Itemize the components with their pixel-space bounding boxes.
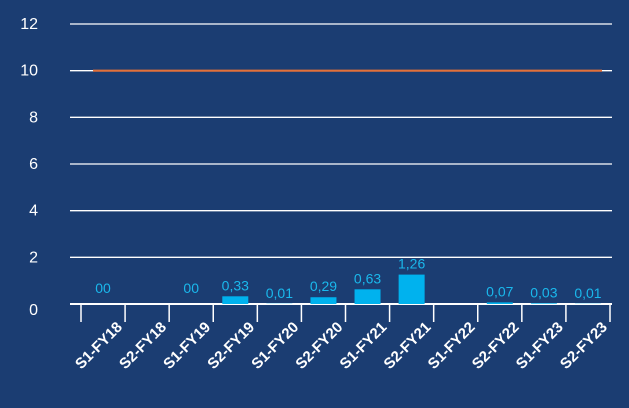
x-tick-label: S2-FY20 xyxy=(292,319,346,373)
data-label: 1,26 xyxy=(398,256,425,272)
data-label: 00 xyxy=(183,280,199,296)
data-label: 0,01 xyxy=(574,285,601,301)
x-tick-label: S2-FY22 xyxy=(469,319,523,373)
bar xyxy=(310,297,337,304)
data-label: 0,07 xyxy=(486,283,513,299)
y-tick-label: 10 xyxy=(20,63,38,80)
data-label: 00 xyxy=(95,280,111,296)
data-label: 0,33 xyxy=(222,277,249,293)
y-tick-label: 2 xyxy=(29,249,38,266)
y-tick-label: 0 xyxy=(29,302,38,319)
x-tick-label: S1-FY22 xyxy=(425,319,479,373)
x-tick-label: S1-FY18 xyxy=(72,319,126,373)
x-tick-label: S2-FY23 xyxy=(557,319,611,373)
bar xyxy=(398,274,425,304)
x-tick-label: S1-FY20 xyxy=(248,319,302,373)
bar xyxy=(530,303,557,304)
y-tick-label: 6 xyxy=(29,156,38,173)
y-tick-label: 4 xyxy=(29,203,38,220)
data-label: 0,03 xyxy=(530,284,557,300)
bar xyxy=(486,302,513,304)
x-tick-label: S1-FY19 xyxy=(160,319,214,373)
x-tick-label: S1-FY21 xyxy=(337,319,391,373)
y-tick-label: 8 xyxy=(29,109,38,126)
x-tick-label: S1-FY23 xyxy=(513,319,567,373)
data-label: 0,29 xyxy=(310,278,337,294)
y-tick-label: 12 xyxy=(20,16,38,33)
data-label: 0,63 xyxy=(354,270,381,286)
x-tick-label: S2-FY21 xyxy=(381,319,435,373)
x-tick-label: S2-FY18 xyxy=(116,319,170,373)
bar xyxy=(222,296,249,304)
bar xyxy=(354,289,381,304)
data-label: 0,01 xyxy=(266,285,293,301)
x-tick-label: S2-FY19 xyxy=(204,319,258,373)
